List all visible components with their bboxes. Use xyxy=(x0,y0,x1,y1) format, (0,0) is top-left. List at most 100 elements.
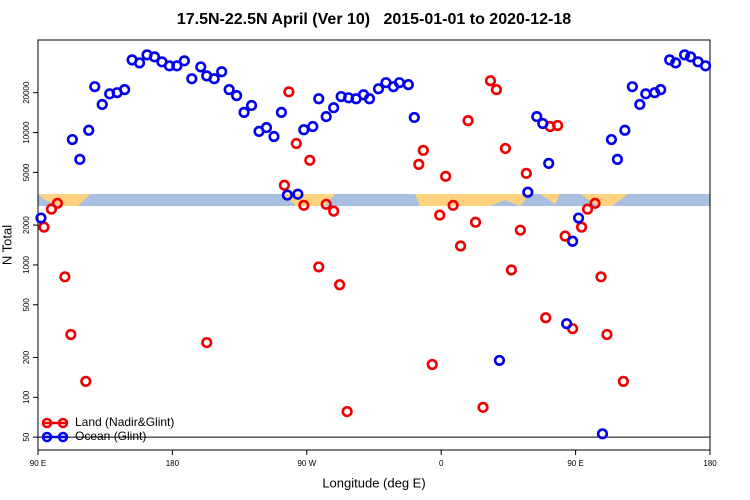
ocean-band xyxy=(38,194,710,206)
point xyxy=(245,99,258,112)
point xyxy=(320,198,332,210)
chart-title: 17.5N-22.5N April (Ver 10) 2015-01-01 to… xyxy=(177,11,571,28)
point xyxy=(171,60,183,72)
point xyxy=(505,264,517,276)
point xyxy=(679,49,691,61)
point xyxy=(298,199,310,211)
legend-marker xyxy=(57,417,69,429)
point xyxy=(96,98,108,111)
point xyxy=(699,60,712,72)
point xyxy=(320,110,332,123)
y-tick-label: 2000 xyxy=(22,216,31,234)
point xyxy=(447,199,459,211)
point xyxy=(334,279,346,291)
point xyxy=(307,120,319,133)
point xyxy=(119,84,131,96)
point xyxy=(313,93,325,105)
point xyxy=(178,55,190,67)
y-axis-label: N Total xyxy=(0,225,14,265)
point xyxy=(581,203,594,215)
point xyxy=(595,271,607,283)
point xyxy=(634,98,646,111)
point xyxy=(260,121,273,134)
plot-frame xyxy=(37,39,711,451)
point xyxy=(589,197,601,209)
legend: Land (Nadir&Glint) Ocean (Glint) xyxy=(41,415,174,443)
point xyxy=(434,209,446,221)
mask-band xyxy=(38,194,710,206)
point xyxy=(231,90,243,102)
point xyxy=(537,117,549,130)
x-tick-label: 90 E xyxy=(30,459,46,468)
point xyxy=(51,197,64,209)
point xyxy=(670,57,682,69)
point xyxy=(499,142,512,155)
point xyxy=(522,186,534,198)
point xyxy=(561,318,573,330)
point xyxy=(408,111,420,124)
y-tick-label: 50 xyxy=(22,432,31,441)
point xyxy=(89,81,101,93)
point xyxy=(605,133,618,146)
point xyxy=(617,375,629,387)
point xyxy=(619,124,631,136)
land-band xyxy=(540,194,560,204)
point xyxy=(313,261,325,273)
legend-marker xyxy=(41,417,53,429)
point xyxy=(268,130,280,143)
point xyxy=(74,153,86,165)
point xyxy=(298,124,310,136)
point xyxy=(559,230,571,242)
land-band xyxy=(38,194,90,206)
point xyxy=(601,328,613,341)
point xyxy=(186,73,198,85)
legend-label: Ocean (Glint) xyxy=(75,429,146,443)
y-tick-label: 100 xyxy=(22,390,31,404)
y-tick-label: 200 xyxy=(22,350,31,364)
point xyxy=(80,375,92,387)
legend-marker xyxy=(41,431,53,443)
x-axis-label: Longitude (deg E) xyxy=(322,475,425,490)
point xyxy=(393,77,405,89)
point xyxy=(540,312,552,324)
point xyxy=(238,106,250,118)
x-tick-label: 90 W xyxy=(297,459,316,468)
y-tick-label: 500 xyxy=(22,298,31,312)
point xyxy=(567,235,579,247)
point xyxy=(216,66,228,78)
point xyxy=(66,133,78,146)
y-tick-label: 20000 xyxy=(22,81,31,104)
point xyxy=(413,158,425,170)
point xyxy=(493,354,506,367)
land-band xyxy=(580,194,628,206)
point xyxy=(477,401,489,413)
point xyxy=(148,51,161,63)
y-tick-label: 5000 xyxy=(22,163,31,181)
point xyxy=(575,221,588,233)
point xyxy=(462,115,474,127)
point xyxy=(684,51,697,63)
point xyxy=(372,83,385,95)
point xyxy=(341,406,353,418)
point xyxy=(328,205,340,217)
point xyxy=(304,154,316,166)
point xyxy=(440,170,452,182)
point xyxy=(195,61,207,73)
y-tick-label: 10000 xyxy=(22,121,31,144)
land-band xyxy=(415,194,530,206)
x-tick-label: 90 E xyxy=(567,459,583,468)
point xyxy=(45,203,58,215)
x-tick-label: 180 xyxy=(166,459,180,468)
legend-label: Land (Nadir&Glint) xyxy=(75,415,174,429)
point xyxy=(278,179,291,191)
point xyxy=(292,188,304,200)
point xyxy=(402,79,414,91)
point xyxy=(363,93,376,105)
point xyxy=(35,212,47,224)
point xyxy=(417,144,429,156)
point xyxy=(455,240,467,252)
point xyxy=(520,167,532,179)
point xyxy=(283,86,295,98)
point xyxy=(38,221,50,233)
y-tick-label: 1000 xyxy=(22,255,31,273)
